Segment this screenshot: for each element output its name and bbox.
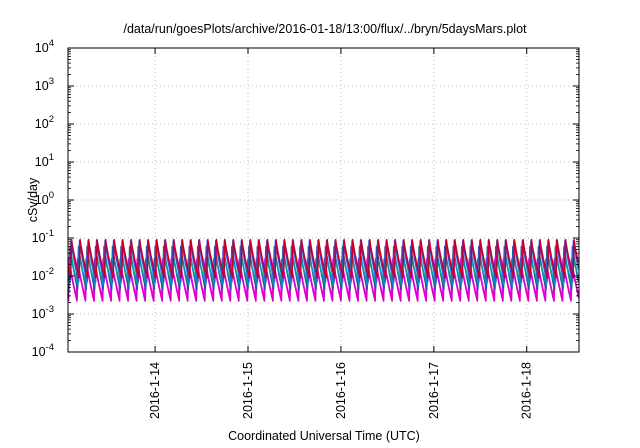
y-tick-label: 10-2 [32,266,54,283]
y-tick-label: 10-4 [32,342,54,359]
series-line [67,239,580,283]
grid [68,48,579,352]
y-tick-label: 100 [35,190,54,207]
x-axis: 2016-1-14 2016-1-15 2016-1-16 2016-1-17 2016… [148,48,534,419]
series-line [67,262,580,302]
series-line [67,245,580,290]
y-tick-label: 103 [35,76,54,93]
chart-title: /data/run/goesPlots/archive/2016-01-18/1… [123,22,527,36]
y-tick-label: 102 [35,114,54,131]
x-tick-label: 2016-1-16 [334,362,348,419]
series-line [67,238,579,279]
y-tick-label: 10-1 [32,228,54,245]
x-tick-label: 2016-1-15 [241,362,255,419]
y-axis: 10-4 10-3 10-2 10-1 100 101 102 103 104 [32,38,579,359]
y-tick-label: 104 [35,38,54,55]
y-axis-label: cSv/day [26,177,40,222]
y-tick-label: 101 [35,152,54,169]
y-tick-label: 10-3 [32,304,54,321]
x-axis-label: Coordinated Universal Time (UTC) [228,429,420,443]
x-tick-label: 2016-1-18 [520,362,534,419]
x-tick-label: 2016-1-17 [427,362,441,419]
series-line [67,254,580,286]
series-group [67,238,580,302]
x-tick-label: 2016-1-14 [148,362,162,419]
